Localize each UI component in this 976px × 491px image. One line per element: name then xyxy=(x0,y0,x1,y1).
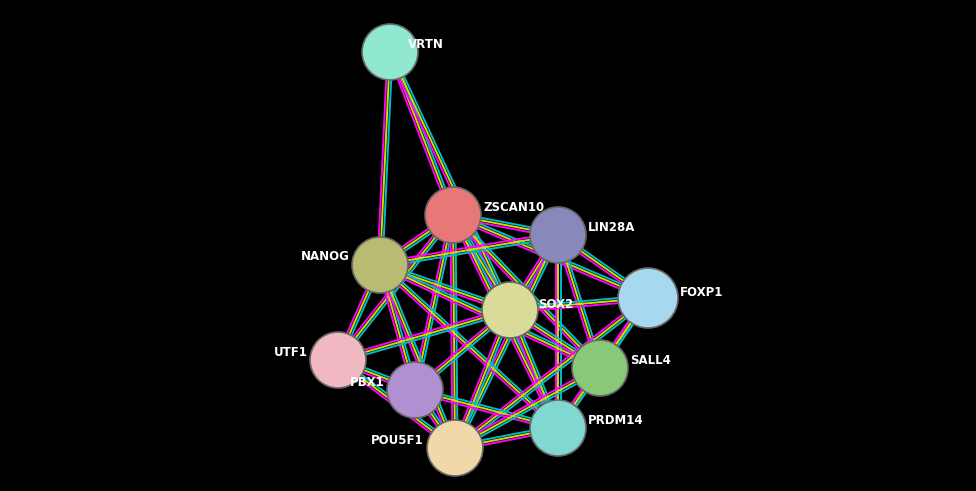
Text: PRDM14: PRDM14 xyxy=(588,413,643,427)
Text: VRTN: VRTN xyxy=(408,37,444,51)
Text: LIN28A: LIN28A xyxy=(588,220,635,234)
Circle shape xyxy=(352,237,408,293)
Circle shape xyxy=(425,187,481,243)
Circle shape xyxy=(530,207,586,263)
Circle shape xyxy=(572,340,628,396)
Circle shape xyxy=(387,362,443,418)
Text: FOXP1: FOXP1 xyxy=(680,285,723,299)
Text: NANOG: NANOG xyxy=(302,250,350,264)
Circle shape xyxy=(618,268,678,328)
Text: UTF1: UTF1 xyxy=(274,346,308,358)
Text: POU5F1: POU5F1 xyxy=(370,434,423,446)
Circle shape xyxy=(530,400,586,456)
Text: ZSCAN10: ZSCAN10 xyxy=(483,200,545,214)
Circle shape xyxy=(362,24,418,80)
Text: SALL4: SALL4 xyxy=(630,354,671,366)
Text: PBX1: PBX1 xyxy=(350,376,385,388)
Circle shape xyxy=(482,282,538,338)
Circle shape xyxy=(427,420,483,476)
Circle shape xyxy=(310,332,366,388)
Text: SOX2: SOX2 xyxy=(538,298,573,310)
